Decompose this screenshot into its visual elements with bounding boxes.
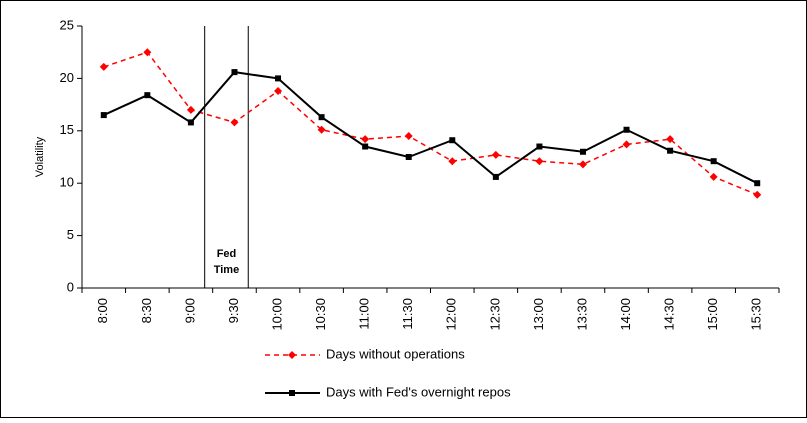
point (536, 143, 543, 150)
x-tick-label: 14:00 (618, 298, 633, 331)
x-tick-label: 13:30 (574, 298, 589, 331)
x-tick-label: 10:00 (269, 298, 284, 331)
x-tick-label: 13:00 (531, 298, 546, 331)
point (186, 105, 195, 114)
y-axis-label: Volatility (34, 136, 46, 177)
x-tick-label: 11:30 (400, 298, 415, 330)
point (144, 92, 151, 99)
point (578, 160, 587, 169)
point (274, 86, 283, 95)
annotation: Time (214, 264, 239, 276)
point (666, 135, 675, 144)
y-tick-label: 15 (60, 122, 74, 137)
point (231, 69, 238, 76)
annotation: Fed (217, 248, 237, 260)
point (492, 173, 499, 180)
y-tick-label: 5 (67, 227, 74, 242)
point (491, 150, 500, 159)
point (318, 114, 325, 121)
point (404, 132, 413, 141)
point (709, 172, 718, 181)
point (100, 112, 107, 119)
point (187, 119, 194, 126)
x-tick-label: 14:30 (662, 298, 677, 331)
point (753, 190, 762, 199)
x-tick-label: 12:30 (487, 298, 502, 331)
x-tick-label: 8:00 (95, 298, 110, 323)
y-tick-label: 0 (67, 279, 74, 294)
point (449, 137, 456, 144)
x-tick-label: 15:30 (749, 298, 764, 331)
point (405, 154, 412, 160)
point (667, 147, 674, 154)
point (622, 140, 631, 149)
point (361, 135, 370, 144)
x-tick-label: 10:30 (313, 298, 328, 331)
legend-label: Days without operations (326, 346, 465, 361)
series-line (103, 71, 758, 185)
point (710, 158, 717, 165)
y-tick-label: 25 (60, 17, 74, 32)
point (448, 157, 457, 166)
x-tick-label: 8:30 (139, 298, 154, 323)
x-tick-label: 12:00 (444, 298, 459, 331)
point (99, 62, 108, 71)
point (579, 148, 586, 155)
x-tick-label: 9:00 (182, 298, 197, 323)
point (143, 48, 152, 57)
legend-label: Days with Fed's overnight repos (326, 384, 511, 399)
y-tick-label: 20 (60, 70, 74, 85)
point (623, 126, 630, 133)
legend-marker (288, 351, 296, 359)
y-tick-label: 10 (60, 175, 74, 190)
x-tick-label: 11:00 (357, 298, 372, 330)
point (754, 180, 761, 187)
x-tick-label: 9:30 (226, 298, 241, 323)
point (230, 118, 239, 127)
point (317, 125, 326, 134)
point (275, 75, 282, 82)
point (535, 157, 544, 166)
legend-marker (289, 390, 295, 396)
point (362, 143, 369, 150)
x-tick-label: 15:00 (705, 298, 720, 331)
